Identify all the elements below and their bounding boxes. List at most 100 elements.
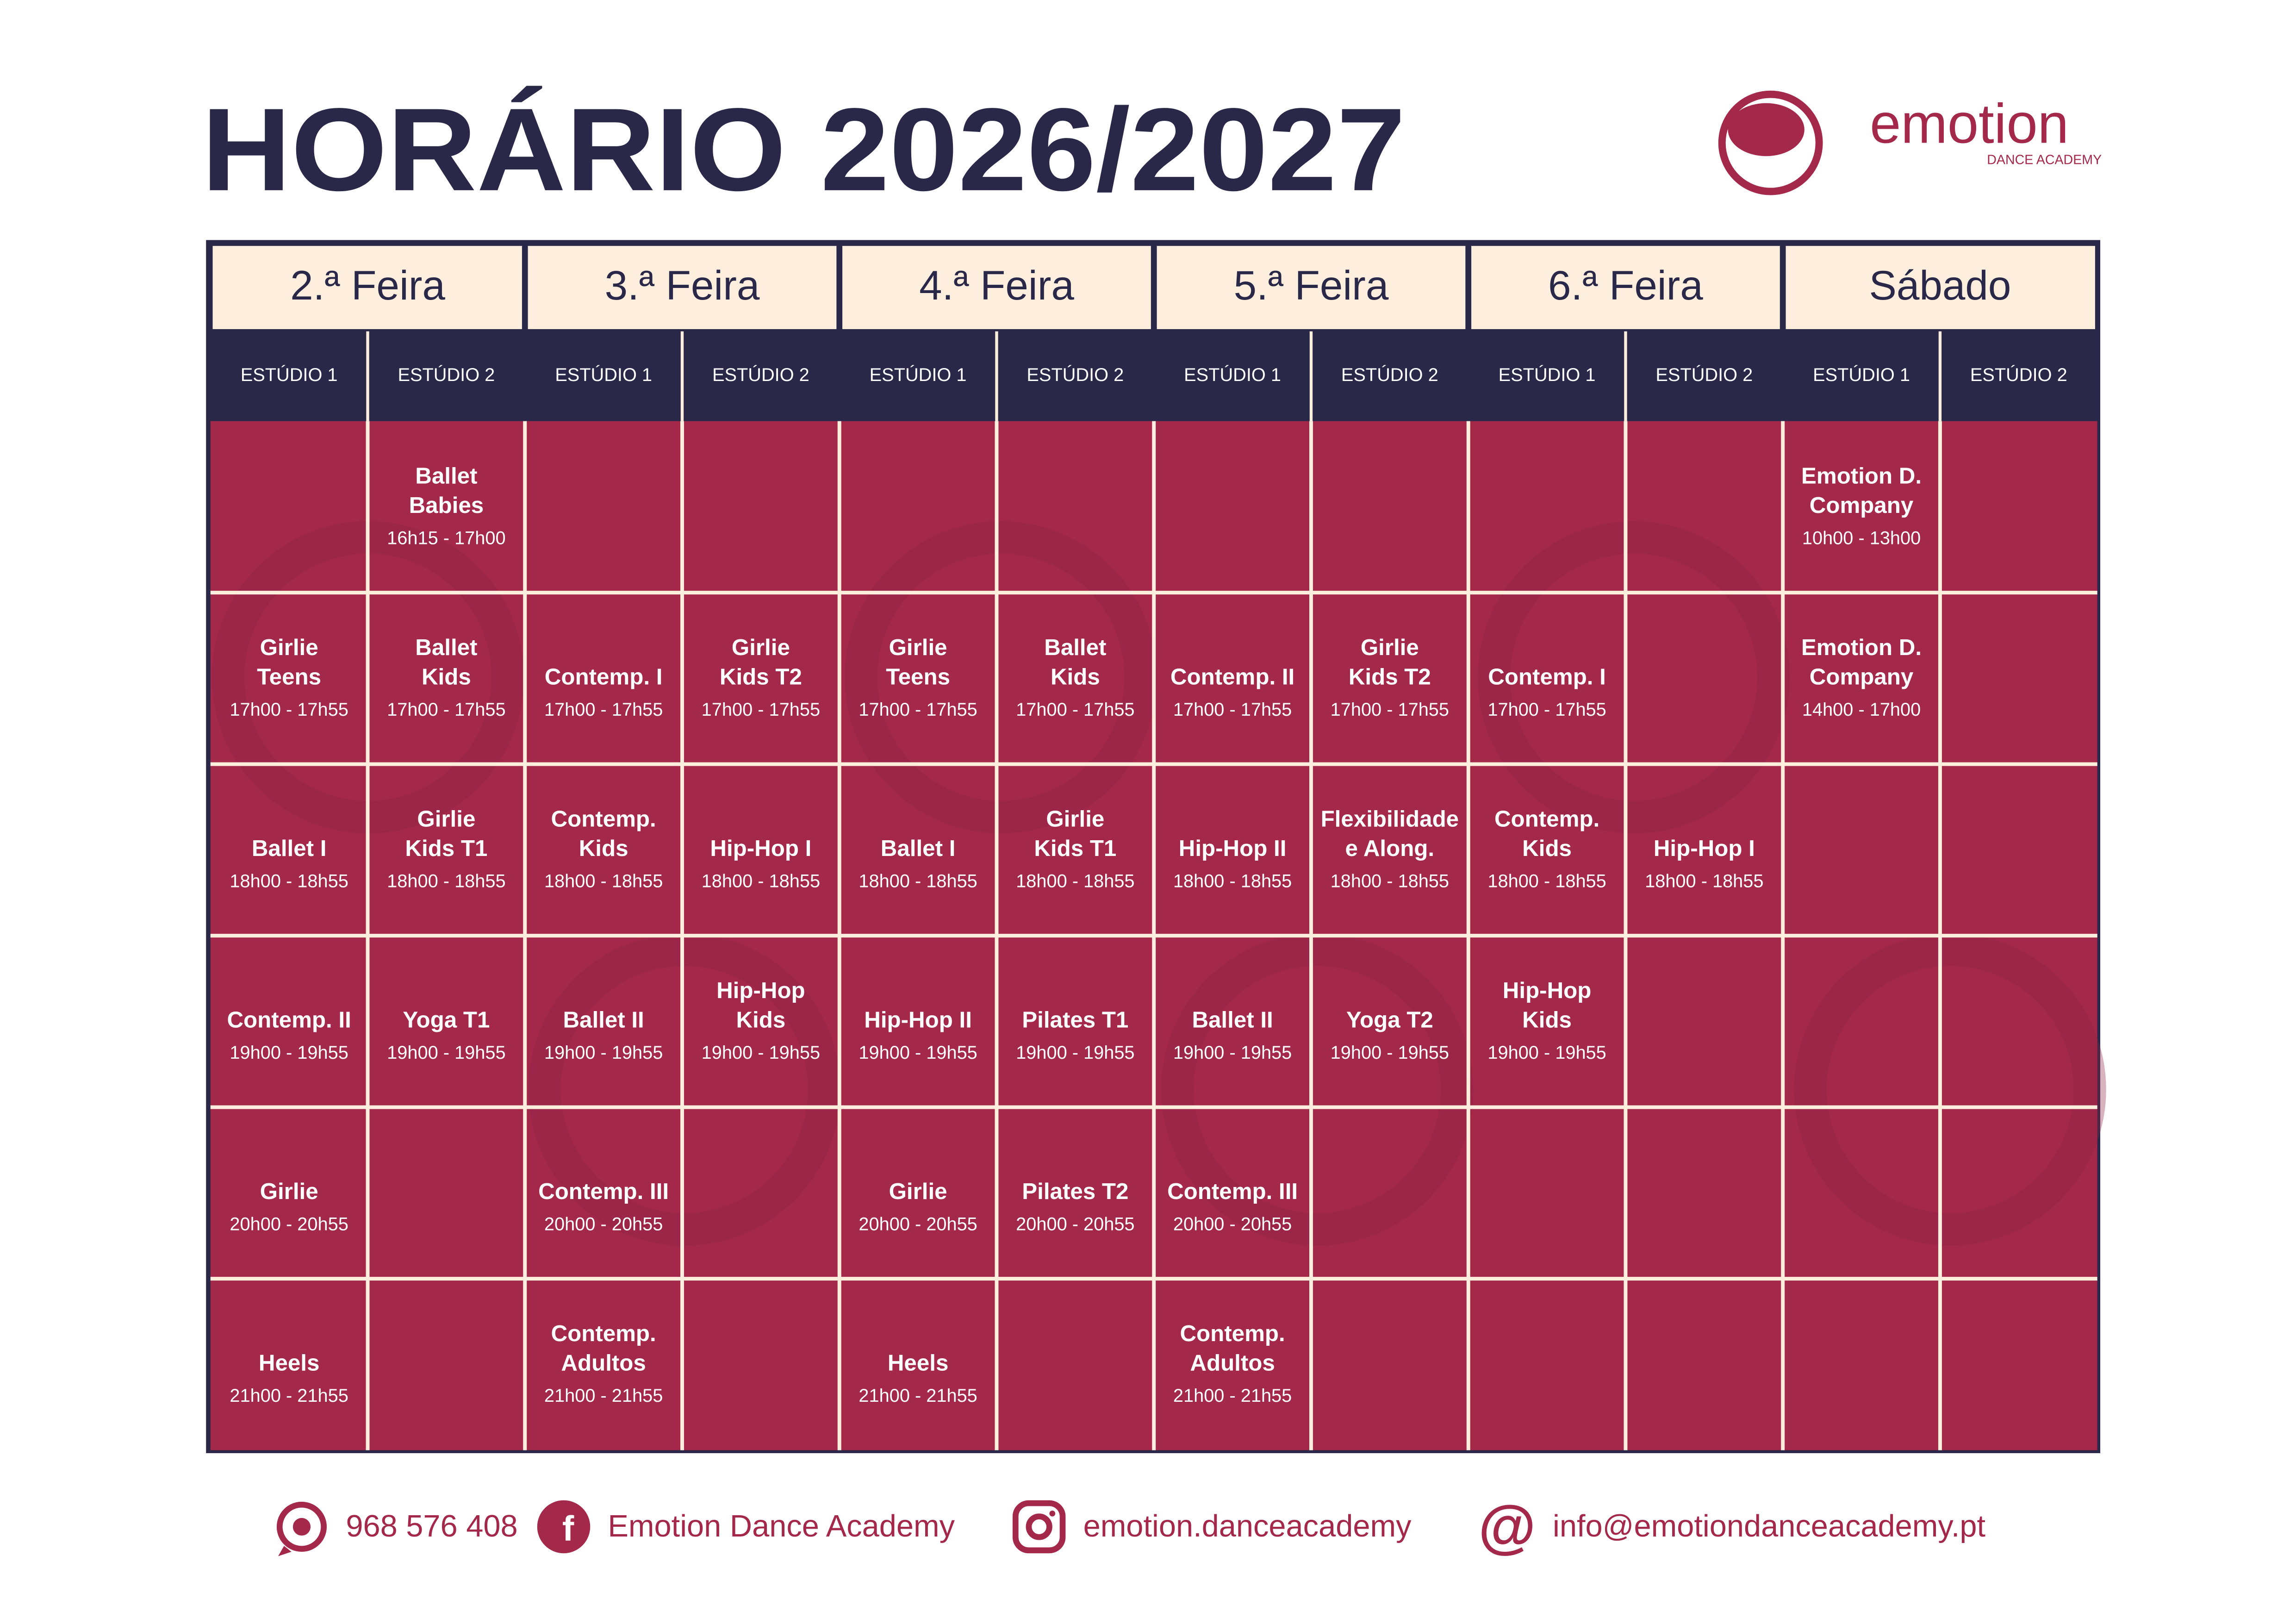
class-cell: Girlie Kids T2 17h00 - 17h55 (702, 635, 820, 720)
class-cell: Emotion D. Company 14h00 - 17h00 (1801, 635, 1922, 720)
class-name: Contemp. III (538, 1179, 669, 1204)
decor-ring (528, 933, 840, 1246)
class-time: 20h00 - 20h55 (544, 1214, 663, 1234)
class-cell: Heels 21h00 - 21h55 (859, 1350, 977, 1405)
class-name: Kids (1051, 664, 1100, 689)
class-time: 18h00 - 18h55 (1173, 871, 1292, 891)
logo-mark (1728, 103, 1804, 156)
class-cell: Contemp. Kids 18h00 - 18h55 (1487, 806, 1606, 891)
class-name: Yoga T1 (403, 1007, 490, 1032)
class-cell: Pilates T1 19h00 - 19h55 (1016, 1007, 1134, 1062)
class-cell: Ballet II 19h00 - 19h55 (544, 1007, 663, 1062)
studio-header: ESTÚDIO 2 (1970, 364, 2067, 385)
class-time: 20h00 - 20h55 (230, 1214, 348, 1234)
class-name: Girlie (889, 1179, 947, 1204)
class-name: Kids T1 (405, 836, 487, 861)
class-time: 17h00 - 17h55 (544, 700, 663, 720)
class-name: Girlie (417, 806, 475, 831)
class-name: Teens (257, 664, 321, 689)
studio-header: ESTÚDIO 1 (1184, 364, 1281, 385)
class-name: Teens (886, 664, 950, 689)
class-time: 19h00 - 19h55 (702, 1043, 820, 1063)
class-name: Kids T1 (1034, 836, 1116, 861)
class-cell: Ballet I 18h00 - 18h55 (230, 836, 348, 891)
class-cell: Girlie Kids T1 18h00 - 18h55 (1016, 806, 1134, 891)
class-time: 16h15 - 17h00 (387, 528, 505, 548)
class-name: Company (1810, 664, 1914, 689)
class-cell: Girlie Kids T1 18h00 - 18h55 (387, 806, 505, 891)
logo-ring (1718, 90, 1823, 195)
email-icon: @ (1478, 1493, 1536, 1559)
class-name: Kids (736, 1007, 785, 1032)
studio-header: ESTÚDIO 1 (1813, 364, 1910, 385)
class-name: Contemp. (551, 1321, 656, 1346)
decor-ring (1794, 933, 2106, 1246)
class-cell: Hip-Hop Kids 19h00 - 19h55 (1487, 978, 1606, 1063)
class-name: Emotion D. (1801, 463, 1922, 488)
class-cell: Ballet Babies 16h15 - 17h00 (387, 463, 505, 548)
class-name: Heels (259, 1350, 320, 1375)
day-header: 5.ª Feira (1234, 262, 1389, 308)
class-cell: Girlie 20h00 - 20h55 (859, 1179, 977, 1234)
class-cell: Yoga T2 19h00 - 19h55 (1331, 1007, 1449, 1062)
contact-text: Emotion Dance Academy (608, 1509, 955, 1543)
class-cell: Pilates T2 20h00 - 20h55 (1016, 1179, 1134, 1234)
class-cell: Contemp. III 20h00 - 20h55 (1167, 1179, 1298, 1234)
day-header: 4.ª Feira (919, 262, 1074, 308)
class-cell: Contemp. Kids 18h00 - 18h55 (544, 806, 663, 891)
svg-text:@: @ (1478, 1493, 1536, 1559)
class-name: Babies (409, 493, 484, 518)
studio-header: ESTÚDIO 2 (398, 364, 495, 385)
class-time: 17h00 - 17h55 (230, 700, 348, 720)
class-time: 18h00 - 18h55 (387, 871, 505, 891)
class-name: Contemp. III (1167, 1179, 1298, 1204)
class-time: 19h00 - 19h55 (1487, 1043, 1606, 1063)
decor-ring (1161, 933, 1474, 1246)
class-cell: Hip-Hop II 19h00 - 19h55 (859, 1007, 977, 1062)
class-time: 18h00 - 18h55 (544, 871, 663, 891)
class-time: 21h00 - 21h55 (859, 1386, 977, 1406)
class-cell: Flexibilidade e Along. 18h00 - 18h55 (1321, 806, 1459, 891)
instagram-icon (1012, 1500, 1066, 1554)
day-header: 6.ª Feira (1548, 262, 1703, 308)
logo-name: emotion (1870, 93, 2069, 155)
contact-text: 968 576 408 (346, 1509, 517, 1543)
class-time: 18h00 - 18h55 (1331, 871, 1449, 891)
class-time: 17h00 - 17h55 (1016, 700, 1134, 720)
class-name: Kids (579, 836, 628, 861)
class-name: Hip-Hop II (1179, 836, 1287, 861)
class-name: Ballet II (563, 1007, 644, 1032)
class-name: Adultos (1190, 1350, 1275, 1375)
class-name: Hip-Hop (1503, 978, 1592, 1003)
class-cell: Girlie Kids T2 17h00 - 17h55 (1331, 635, 1449, 720)
class-name: Ballet (1044, 635, 1106, 660)
studio-header: ESTÚDIO 1 (241, 364, 338, 385)
decor-ring (845, 521, 1157, 834)
class-cell: Hip-Hop I 18h00 - 18h55 (702, 836, 820, 891)
studio-header: ESTÚDIO 2 (1027, 364, 1124, 385)
class-name: Girlie (889, 635, 947, 660)
class-name: Contemp. I (1488, 664, 1606, 689)
class-name: Company (1810, 493, 1914, 518)
class-time: 17h00 - 17h55 (1331, 700, 1449, 720)
class-time: 19h00 - 19h55 (1331, 1043, 1449, 1063)
class-time: 18h00 - 18h55 (1016, 871, 1134, 891)
class-time: 14h00 - 17h00 (1802, 700, 1921, 720)
class-name: Yoga T2 (1346, 1007, 1433, 1032)
class-name: Hip-Hop I (710, 836, 811, 861)
class-time: 20h00 - 20h55 (1173, 1214, 1292, 1234)
class-time: 20h00 - 20h55 (859, 1214, 977, 1234)
logo-tagline: DANCE ACADEMY (1987, 152, 2102, 167)
class-cell: Hip-Hop I 18h00 - 18h55 (1645, 836, 1763, 891)
class-name: Girlie (1046, 806, 1104, 831)
class-name: Pilates T1 (1022, 1007, 1128, 1032)
class-time: 18h00 - 18h55 (702, 871, 820, 891)
class-time: 18h00 - 18h55 (230, 871, 348, 891)
class-name: Contemp. II (227, 1007, 351, 1032)
class-name: Hip-Hop I (1654, 836, 1755, 861)
class-time: 17h00 - 17h55 (1487, 700, 1606, 720)
class-cell: Emotion D. Company 10h00 - 13h00 (1801, 463, 1922, 548)
class-name: Girlie (260, 1179, 318, 1204)
page-title: HORÁRIO 2026/2027 (202, 84, 1406, 215)
